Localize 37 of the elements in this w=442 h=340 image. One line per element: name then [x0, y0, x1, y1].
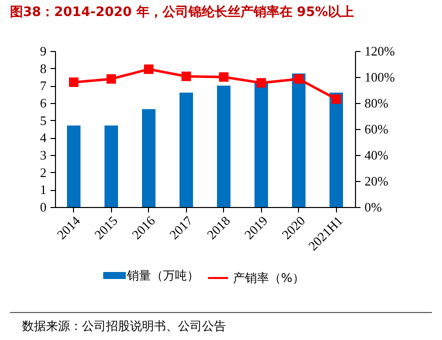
- bar: [330, 92, 343, 207]
- y-tick-label: 8: [40, 60, 46, 76]
- y-tick-label: 9: [40, 44, 46, 58]
- bar: [142, 109, 156, 207]
- bar: [292, 74, 306, 207]
- bar: [180, 92, 193, 207]
- y-tick-label: 4: [40, 130, 47, 146]
- bar: [254, 82, 268, 207]
- bar: [217, 86, 230, 207]
- y2-tick-label: 100%: [364, 70, 395, 84]
- point: [219, 72, 228, 82]
- y2-tick-label: 80%: [364, 96, 388, 110]
- y2-tick-label: 0%: [364, 200, 382, 214]
- chart-title: 图38：2014-2020 年，公司锦纶长丝产销率在 95%以上: [10, 4, 354, 20]
- legend-label: 产销率（%）: [233, 271, 304, 285]
- y-tick-label: 6: [40, 96, 47, 110]
- legend-label: 销量（万吨）: [126, 268, 199, 282]
- y-tick-label: 7: [40, 78, 47, 94]
- y2-tick-label: 40%: [364, 148, 388, 162]
- bar: [67, 126, 80, 207]
- point: [256, 78, 266, 88]
- y-tick-label: 2: [40, 164, 46, 180]
- y-tick-label: 1: [40, 182, 46, 198]
- y2-tick-label: 120%: [364, 44, 395, 58]
- point: [69, 77, 78, 87]
- y-tick-label: 0: [40, 200, 46, 214]
- point: [106, 74, 116, 84]
- point: [294, 74, 304, 84]
- point: [144, 64, 154, 74]
- y-tick-label: 5: [40, 112, 46, 128]
- source-note: 数据来源：公司招股说明书、公司公告: [22, 318, 226, 335]
- y-tick-label: 3: [40, 148, 46, 162]
- y2-tick-label: 20%: [364, 174, 388, 188]
- bar: [104, 126, 118, 207]
- point: [332, 94, 341, 104]
- point: [182, 72, 191, 82]
- y2-tick-label: 60%: [364, 122, 388, 136]
